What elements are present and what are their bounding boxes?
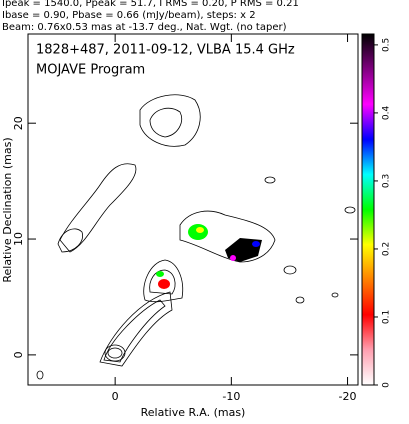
- header-line: Ipeak = 1540.0, Ppeak = 51.7, I RMS = 0.…: [2, 0, 299, 9]
- colorbar-tick-label: 0: [382, 382, 392, 388]
- contours: [36, 94, 356, 380]
- colorbar-tick-label: 0.1: [382, 310, 392, 324]
- chart-title: 1828+487, 2011-09-12, VLBA 15.4 GHz: [36, 43, 295, 58]
- x-tick-label: -10: [222, 390, 240, 403]
- colorbar: [361, 33, 375, 386]
- header-line: Beam: 0.76x0.53 mas at -13.7 deg., Nat. …: [2, 22, 287, 33]
- y-tick-label: 10: [12, 232, 25, 246]
- colorbar-tick-label: 0.2: [382, 242, 392, 256]
- y-tick-label: 0: [12, 351, 25, 358]
- x-tick-label: -20: [339, 390, 357, 403]
- x-tick-label: 0: [112, 390, 119, 403]
- plot-frame: [27, 33, 359, 386]
- y-axis-label: Relative Declination (mas): [1, 137, 14, 282]
- header-line: Ibase = 0.90, Pbase = 0.66 (mJy/beam), s…: [2, 10, 256, 21]
- x-axis-label: Relative R.A. (mas): [141, 406, 246, 419]
- colorbar-tick-label: 0.3: [382, 174, 392, 188]
- colorbar-tick-label: 0.5: [382, 38, 392, 52]
- y-tick-label: 20: [12, 116, 25, 130]
- colorbar-tick-label: 0.4: [382, 105, 392, 120]
- chart-subtitle: MOJAVE Program: [36, 63, 145, 78]
